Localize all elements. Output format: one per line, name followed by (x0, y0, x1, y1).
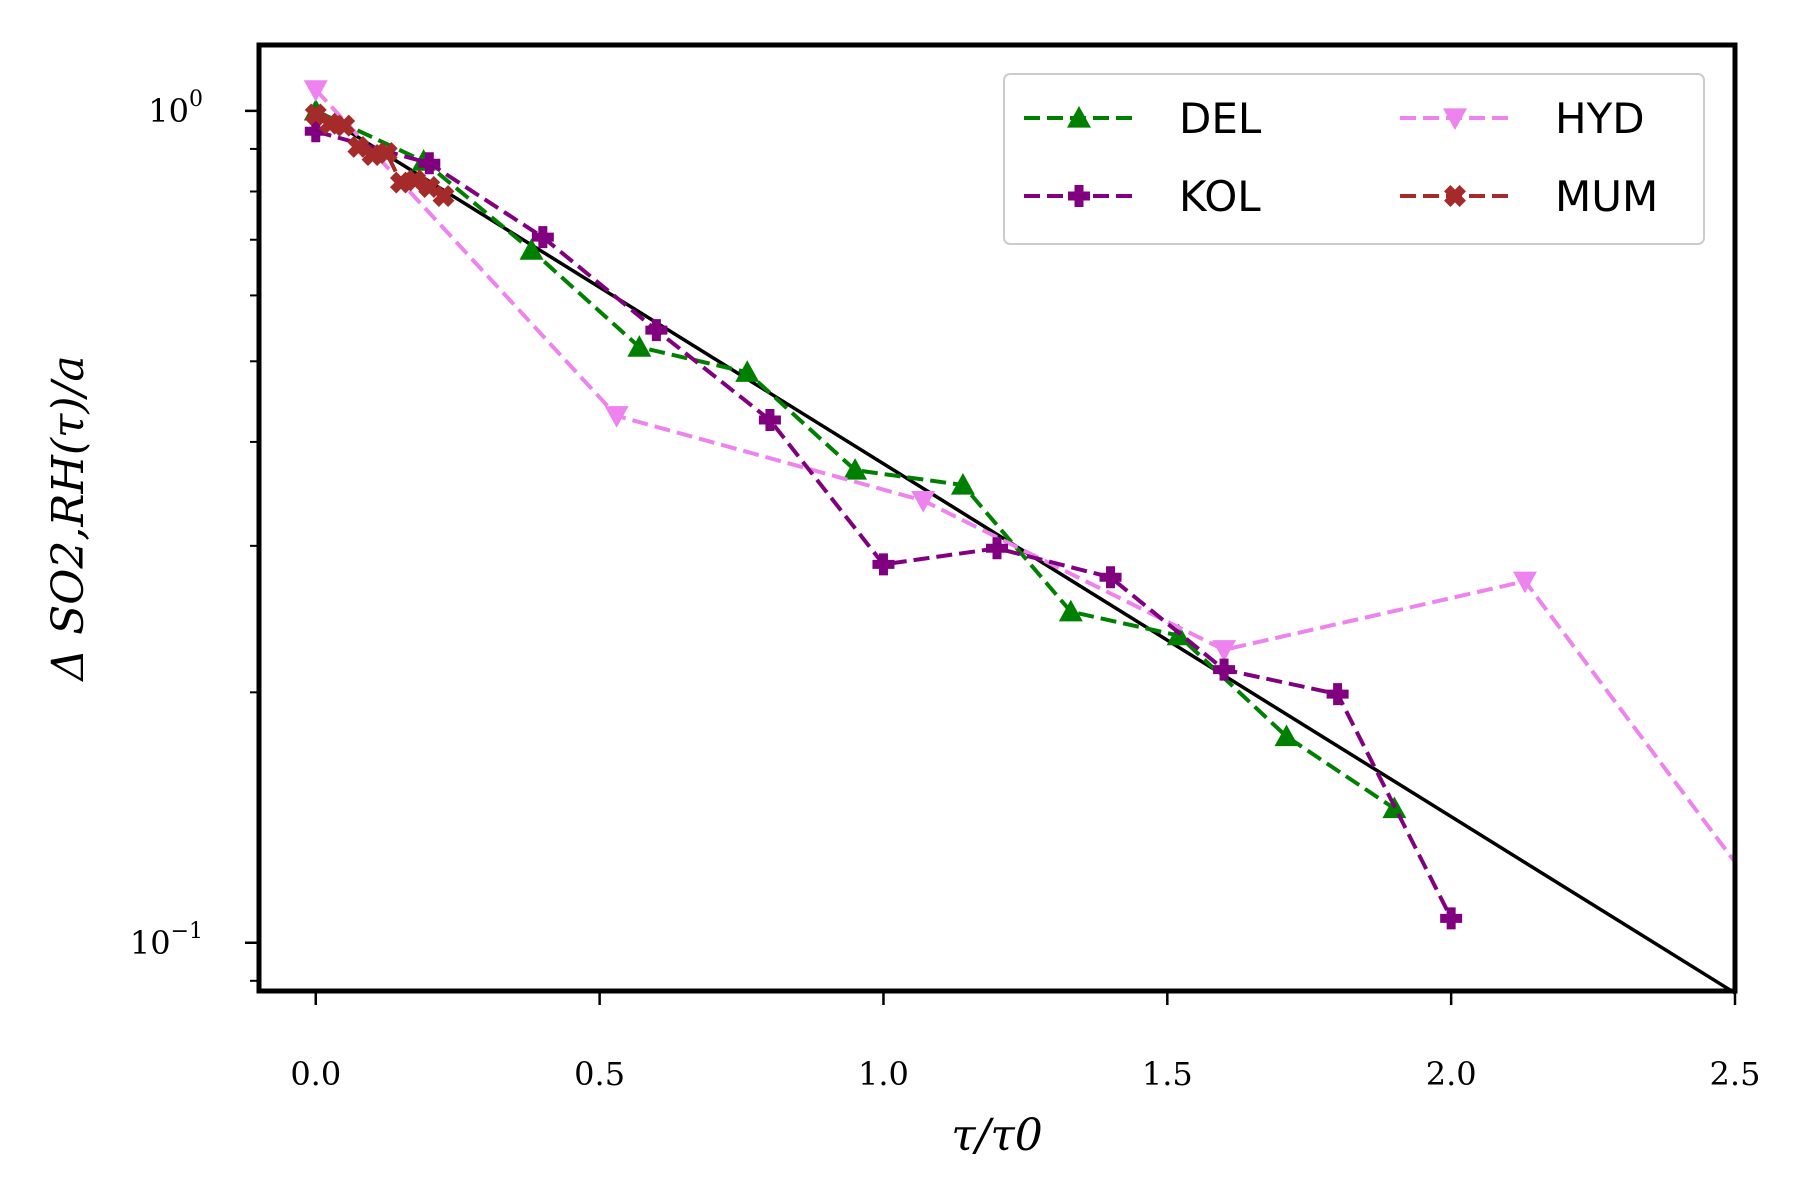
legend-marker-mum (1444, 185, 1466, 207)
data-point-mum (333, 114, 356, 137)
x-tick-label: 2.5 (1710, 1055, 1761, 1093)
data-point-kol (531, 226, 554, 249)
data-point-del (1058, 599, 1083, 622)
legend-label-mum: MUM (1555, 172, 1658, 221)
data-point-hyd (1512, 571, 1537, 594)
plot-frame (256, 42, 1738, 994)
x-tick-label: 0.5 (574, 1055, 625, 1093)
legend-marker-hyd (1443, 108, 1467, 130)
data-point-hyd (1212, 640, 1237, 662)
series-line-hyd (314, 88, 1737, 864)
legend-label-kol: KOL (1179, 172, 1261, 221)
data-point-kol (1099, 566, 1122, 589)
data-point-del (950, 473, 975, 495)
y-tick-label: 100 (148, 87, 203, 130)
series-hyd (303, 80, 1737, 864)
data-point-mum (432, 185, 455, 207)
data-point-hyd (911, 491, 936, 513)
data-point-del (1274, 724, 1299, 747)
data-point-del (519, 238, 544, 260)
legend-entry-mum: MUM (1400, 172, 1658, 221)
data-point-kol (986, 537, 1008, 560)
data-point-kol (872, 553, 895, 576)
legend-label-hyd: HYD (1555, 94, 1645, 143)
legend-entry-hyd: HYD (1400, 94, 1645, 143)
data-point-mum (375, 142, 398, 164)
series-kol (304, 120, 1463, 930)
series-layer (303, 80, 1737, 930)
y-tick-label: 10−1 (130, 919, 203, 962)
legend-marker-del (1067, 106, 1091, 128)
data-point-kol (758, 409, 781, 432)
data-point-hyd (604, 406, 629, 428)
series-mum (304, 103, 455, 207)
x-tick-label: 1.0 (858, 1055, 909, 1093)
legend-frame (1003, 73, 1705, 245)
x-axis-title: τ/τ0 (951, 1110, 1043, 1161)
data-point-kol (1440, 907, 1463, 930)
legend: DEL HYD KOL MUM (1003, 73, 1705, 245)
legend-entry-del: DEL (1024, 94, 1262, 143)
series-line-kol (315, 129, 1453, 920)
data-point-kol (304, 120, 327, 143)
data-point-kol (418, 152, 441, 175)
x-tick-label: 1.5 (1142, 1055, 1193, 1093)
legend-marker-kol (1068, 185, 1090, 207)
data-point-hyd (303, 80, 328, 102)
data-point-kol (1326, 683, 1349, 706)
data-point-mum (404, 169, 427, 192)
data-point-del (735, 360, 760, 382)
data-point-del (843, 458, 868, 480)
x-axis: 0.0 0.5 1.0 1.5 2.0 2.5 (290, 993, 1760, 1093)
y-axis: 100 10−1 (130, 87, 257, 982)
legend-entry-kol: KOL (1024, 172, 1261, 221)
x-tick-label: 0.0 (290, 1055, 341, 1093)
legend-label-del: DEL (1179, 94, 1262, 143)
data-point-kol (1213, 658, 1236, 681)
data-point-del (627, 335, 652, 357)
y-axis-title: Δ SO2,RH(τ)/a (43, 355, 94, 682)
data-point-kol (645, 319, 668, 342)
x-tick-label: 2.0 (1426, 1055, 1477, 1093)
